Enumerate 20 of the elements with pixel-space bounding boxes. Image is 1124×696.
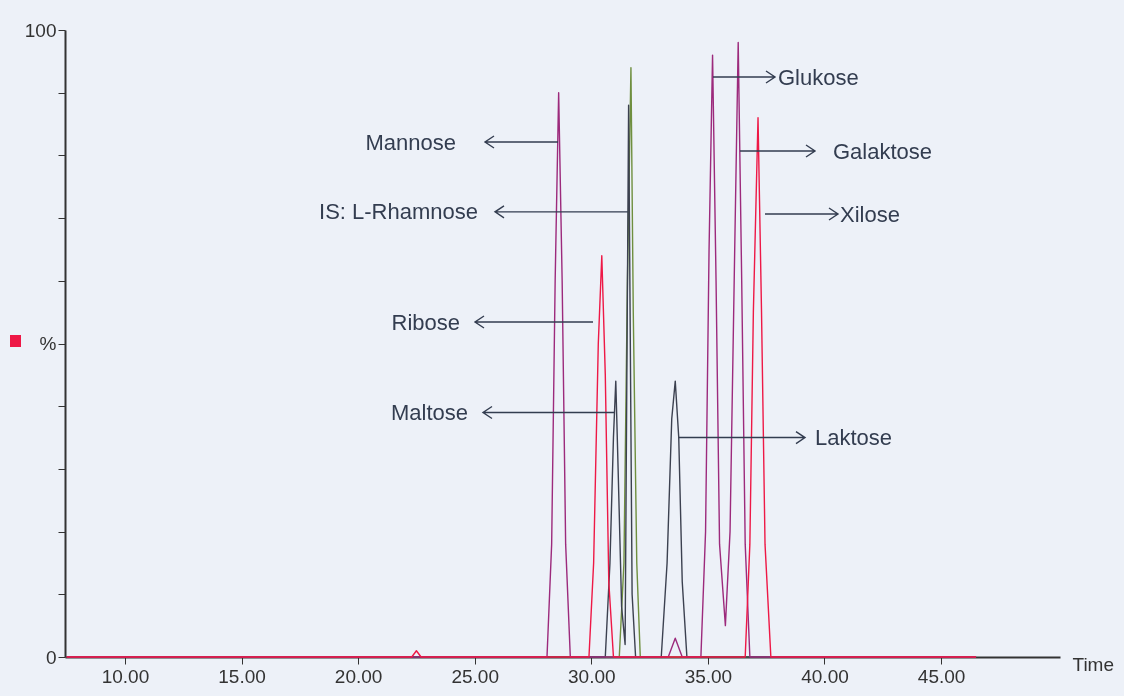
x-tick-label: 25.00 bbox=[451, 665, 499, 687]
annotation: Ribose bbox=[391, 309, 460, 335]
x-tick-label: 20.00 bbox=[334, 665, 383, 687]
x-tick-label: 10.00 bbox=[101, 665, 150, 687]
annotation: Laktose bbox=[815, 425, 893, 451]
annotation: Maltose bbox=[390, 399, 468, 425]
y-tick-label: 100 bbox=[24, 19, 57, 41]
x-tick-label: 40.00 bbox=[801, 665, 849, 687]
x-tick-label: 45.00 bbox=[917, 665, 966, 687]
annotation: IS: L-Rhamnose bbox=[319, 199, 478, 225]
x-tick-label: 15.00 bbox=[218, 665, 266, 687]
y-tick-label: % bbox=[39, 333, 57, 354]
x-axis-title: Time bbox=[1072, 653, 1115, 675]
annotation: Glukose bbox=[778, 64, 859, 90]
annotation: Galaktose bbox=[833, 138, 933, 164]
annotation: Mannose bbox=[365, 129, 456, 155]
x-tick-label: 35.00 bbox=[684, 665, 733, 687]
annotation: Xilose bbox=[840, 201, 900, 227]
y-tick-label: 0 bbox=[45, 646, 57, 668]
x-tick-label: 30.00 bbox=[568, 665, 616, 687]
